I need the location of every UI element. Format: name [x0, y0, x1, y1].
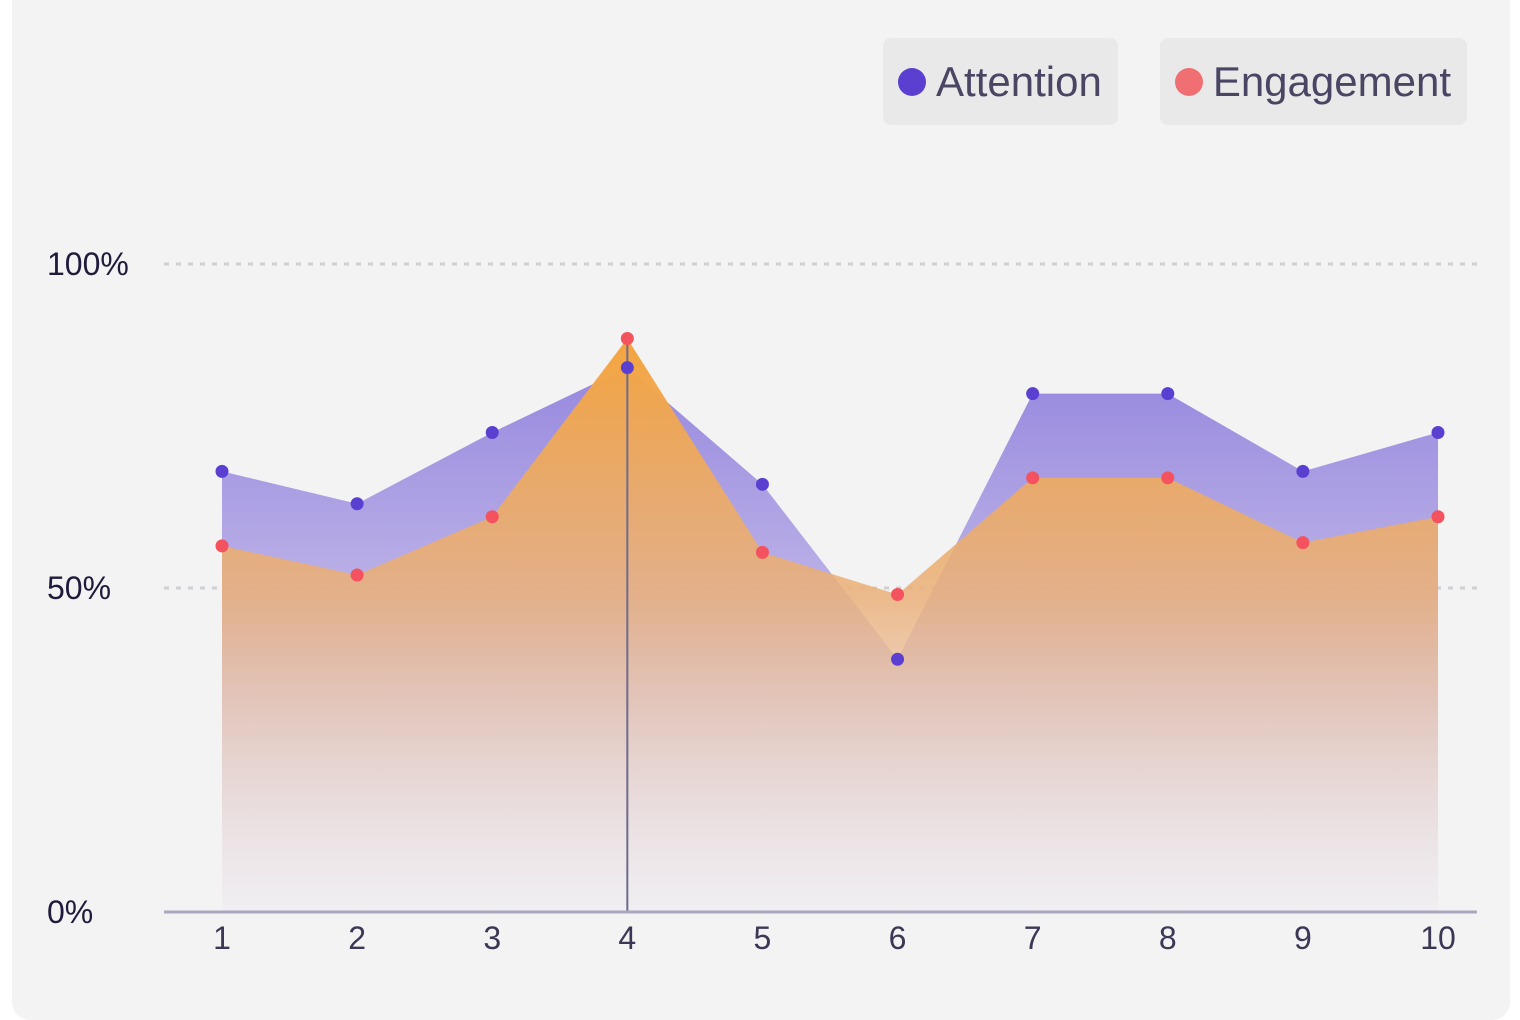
legend-label-engagement: Engagement: [1212, 57, 1451, 105]
point-engagement: [1296, 536, 1310, 550]
point-attention: [1296, 464, 1310, 478]
point-engagement: [755, 545, 769, 559]
legend-dot-engagement: [1174, 67, 1203, 96]
legend-item-engagement[interactable]: Engagement: [1159, 38, 1467, 125]
point-engagement: [1026, 471, 1040, 485]
point-engagement: [485, 510, 499, 524]
point-attention: [1026, 387, 1040, 401]
point-engagement: [215, 539, 229, 553]
x-tick-label: 5: [754, 920, 772, 956]
point-attention: [215, 464, 229, 478]
point-engagement: [350, 568, 364, 582]
x-tick-label: 8: [1159, 920, 1177, 956]
point-attention: [620, 361, 634, 375]
x-tick-label: 6: [889, 920, 907, 956]
y-tick-label: 100%: [47, 246, 129, 282]
x-tick-label: 3: [483, 920, 501, 956]
x-tick-label: 9: [1294, 920, 1312, 956]
axes: [164, 338, 1477, 914]
area-engagement: [222, 338, 1438, 912]
x-tick-label: 7: [1024, 920, 1042, 956]
point-engagement: [1431, 510, 1445, 524]
point-attention: [891, 652, 905, 666]
legend: Attention Engagement: [883, 38, 1467, 125]
x-tick-label: 2: [348, 920, 366, 956]
tick-labels: 0% 50% 100% 1 2 3 4 5 6 7 8 9 10: [47, 246, 1456, 956]
point-engagement: [891, 587, 905, 601]
series-areas: [222, 338, 1438, 912]
point-attention: [1161, 387, 1175, 401]
x-tick-label: 10: [1420, 920, 1456, 956]
point-attention: [485, 425, 499, 439]
y-tick-label: 50%: [47, 570, 111, 606]
point-engagement: [620, 332, 634, 346]
point-attention: [1431, 425, 1445, 439]
x-tick-label: 1: [213, 920, 231, 956]
legend-dot-attention: [898, 67, 927, 96]
data-points: [215, 332, 1445, 666]
point-attention: [350, 497, 364, 511]
x-tick-label: 4: [618, 920, 636, 956]
legend-label-attention: Attention: [936, 57, 1102, 105]
point-engagement: [1161, 471, 1175, 485]
legend-item-attention[interactable]: Attention: [883, 38, 1118, 125]
point-attention: [755, 477, 769, 491]
y-tick-label: 0%: [47, 894, 93, 930]
